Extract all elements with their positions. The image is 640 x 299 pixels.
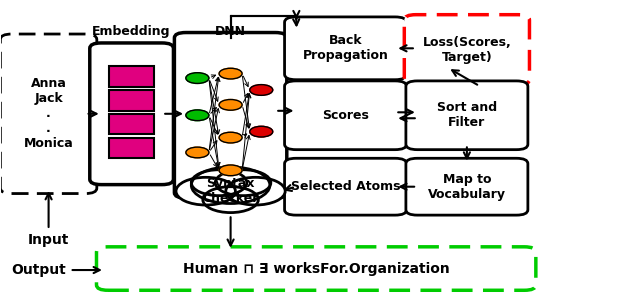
Text: Embedding: Embedding	[92, 25, 171, 39]
FancyBboxPatch shape	[406, 158, 528, 215]
Text: Map to
Vocabulary: Map to Vocabulary	[428, 173, 506, 201]
Circle shape	[186, 73, 209, 83]
Circle shape	[186, 110, 209, 120]
Circle shape	[219, 68, 242, 79]
FancyBboxPatch shape	[174, 33, 287, 198]
Text: DNN: DNN	[215, 25, 246, 39]
Text: Output: Output	[12, 263, 67, 277]
Circle shape	[191, 170, 247, 196]
Text: Syntax
Checker: Syntax Checker	[202, 177, 259, 205]
Circle shape	[215, 170, 271, 196]
FancyBboxPatch shape	[285, 17, 406, 80]
FancyBboxPatch shape	[97, 247, 536, 290]
FancyBboxPatch shape	[406, 81, 528, 150]
Text: Anna
Jack
.
.
Monica: Anna Jack . . Monica	[24, 77, 74, 150]
FancyBboxPatch shape	[1, 34, 97, 193]
Circle shape	[191, 167, 270, 204]
FancyBboxPatch shape	[404, 15, 529, 85]
Bar	[109, 114, 154, 134]
Text: Human ⊓ ∃ worksFor.Organization: Human ⊓ ∃ worksFor.Organization	[183, 262, 449, 276]
Circle shape	[176, 177, 236, 205]
Text: Sort and
Filter: Sort and Filter	[437, 101, 497, 129]
Circle shape	[186, 147, 209, 158]
FancyBboxPatch shape	[285, 81, 406, 150]
Circle shape	[219, 132, 242, 143]
Text: Input: Input	[28, 233, 69, 247]
Text: Loss(Scores,
Target): Loss(Scores, Target)	[422, 36, 511, 64]
Circle shape	[226, 177, 285, 205]
FancyBboxPatch shape	[90, 43, 173, 184]
Circle shape	[219, 165, 242, 176]
Circle shape	[250, 126, 273, 137]
Circle shape	[250, 85, 273, 95]
FancyBboxPatch shape	[285, 158, 406, 215]
Text: Back
Propagation: Back Propagation	[303, 34, 388, 62]
Bar	[109, 138, 154, 158]
Text: Selected Atoms: Selected Atoms	[291, 180, 400, 193]
Bar	[109, 66, 154, 87]
Circle shape	[203, 187, 259, 213]
Text: Scores: Scores	[322, 109, 369, 122]
Bar	[109, 90, 154, 111]
Circle shape	[219, 100, 242, 110]
